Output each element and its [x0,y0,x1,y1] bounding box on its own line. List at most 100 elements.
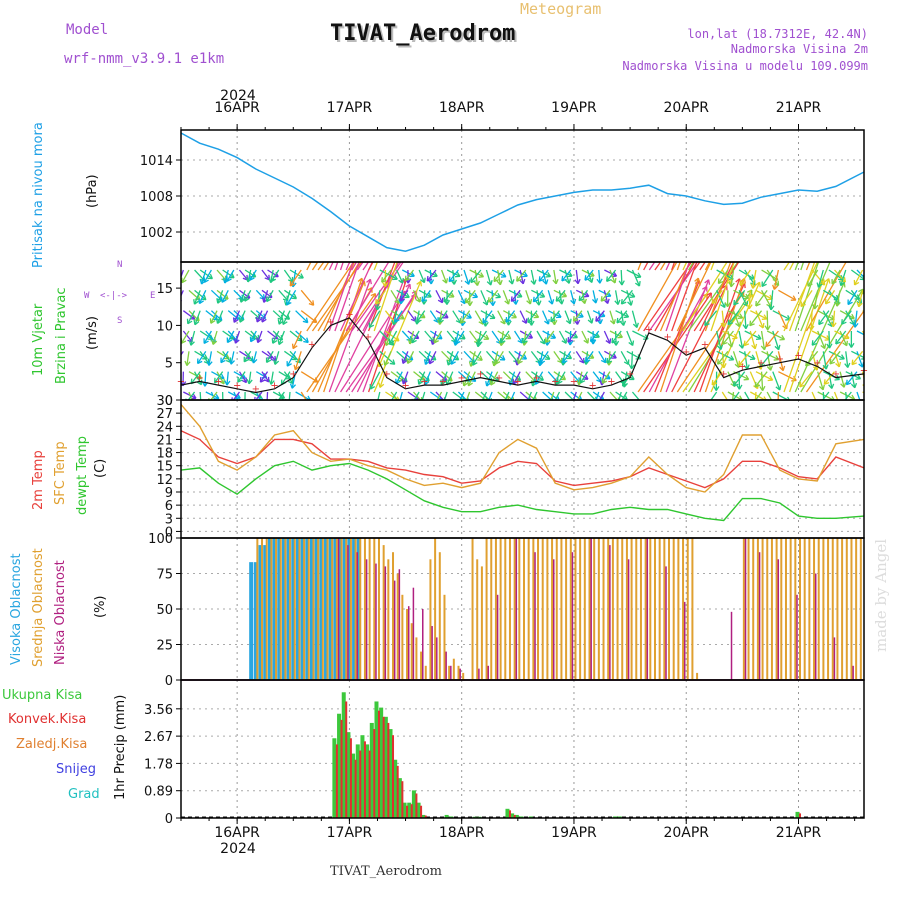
wind-arrow [704,310,718,326]
wind-arrow [570,290,575,305]
wind-arrow [710,262,735,332]
wind-arrow-head [590,336,592,342]
wind-arrow [210,310,223,322]
wind-arrow [839,310,855,320]
wind-arrow-head [227,339,233,344]
wind-arrow-head [752,406,754,410]
wind-arrow [554,391,561,400]
wind-arrow [716,290,726,308]
wind-arrow-head [738,384,743,390]
wind-arrow [295,330,309,343]
cloud-bar [270,538,273,680]
cloud-bar [850,538,853,680]
model-altitude-label: Nadmorska Visina u modelu 109.099m [622,59,868,73]
wind-arrow-head [422,172,427,174]
wind-arrow-head [401,378,404,385]
wind-arrow [396,350,408,362]
wind-arrow-head [595,316,598,322]
cloud-bar [630,538,633,680]
wind-arrow-head [759,172,764,174]
wind-arrow [435,391,445,400]
wind-arrow-head [738,344,743,349]
wind-arrow-head [273,359,276,365]
wind-arrow-head [611,340,617,344]
precip-bar [359,750,362,818]
wind-arrow-head [555,296,558,302]
wind-arrow-head [694,277,699,282]
year-label-top: 2024 [220,88,256,104]
cloud-bar [478,668,480,680]
wind-arrow [509,371,516,386]
wind-arrow-head [379,383,385,388]
cloud-bar [328,538,333,680]
sfc-series-line [180,403,865,493]
wind-arrow-head [590,339,596,343]
wind-arrow-head [830,218,831,223]
wind-arrow-head [730,282,735,288]
wind-arrow-head [376,305,381,311]
cloud-bar [335,538,338,680]
wind-arrow [772,330,780,350]
wind-arrow-head [515,299,519,305]
wind-arrow [208,351,213,366]
wind-arrow-head [214,380,220,384]
wind-arrow-head [838,158,839,163]
wind-arrow [421,289,431,302]
cloud-bar [309,538,314,680]
wind-arrow-head [524,271,528,277]
top-day-label: 16APR [214,100,260,116]
wind-arrow [856,269,864,279]
wind-arrow-head [743,283,746,289]
wind-arrow [474,310,484,325]
wind-arrow-head [513,380,519,385]
wind-arrow [545,330,555,343]
gust-marker: + [457,373,465,384]
wind-arrow-head [502,355,506,361]
wind-arrow-head [489,301,494,307]
wind-arrow-head [453,279,457,285]
gust-marker: + [719,369,727,380]
cloud-bar [305,538,310,680]
wind-arrow-head [464,280,470,285]
wind-arrow-head [237,379,243,383]
wind-arrow-head [510,296,513,302]
cloud-bar [814,573,817,680]
wind-arrow-head [396,402,401,404]
wind-arrow-head [585,291,590,297]
wind-arrow-head [518,375,522,381]
wind-arrow-head [423,299,428,305]
wind-arrow [416,310,426,323]
wind-arrow [778,289,797,301]
cloud-bar [256,538,259,680]
wind-arrows-group [181,157,864,410]
wind-arrow-head [746,364,750,370]
wind-arrow [193,290,201,305]
wind-arrow-head [419,159,420,164]
wind-arrow-head [429,360,435,365]
wind-arrow-head [522,340,528,344]
wind-arrow-head [216,318,219,324]
wind-arrow-head [727,319,730,325]
wind-arrow-head [417,399,418,400]
wind-arrow-head [751,344,756,350]
wind-arrow-head [509,402,513,405]
wind-arrow-head [428,292,432,298]
gust-marker: + [214,377,222,388]
wind-arrow-head [707,157,711,160]
wind-arrow [345,262,351,271]
wind-arrow-head [212,340,218,345]
wind-arrow [590,330,600,342]
wind-arrow-head [750,283,754,289]
wind-arrow [210,310,218,324]
wind-arrow-head [407,360,413,364]
wind-arrow-head [569,318,572,324]
wind-arrow-head [585,374,589,380]
wind-arrow-head [256,318,262,323]
gust-marker: + [645,324,653,335]
wind-arrow-head [490,280,493,286]
cloud-bar [523,538,525,680]
wind-arrow-head [370,385,376,390]
wind-arrow-head [402,380,408,385]
wind-arrow-head [220,402,223,406]
wind-arrow [704,262,711,271]
